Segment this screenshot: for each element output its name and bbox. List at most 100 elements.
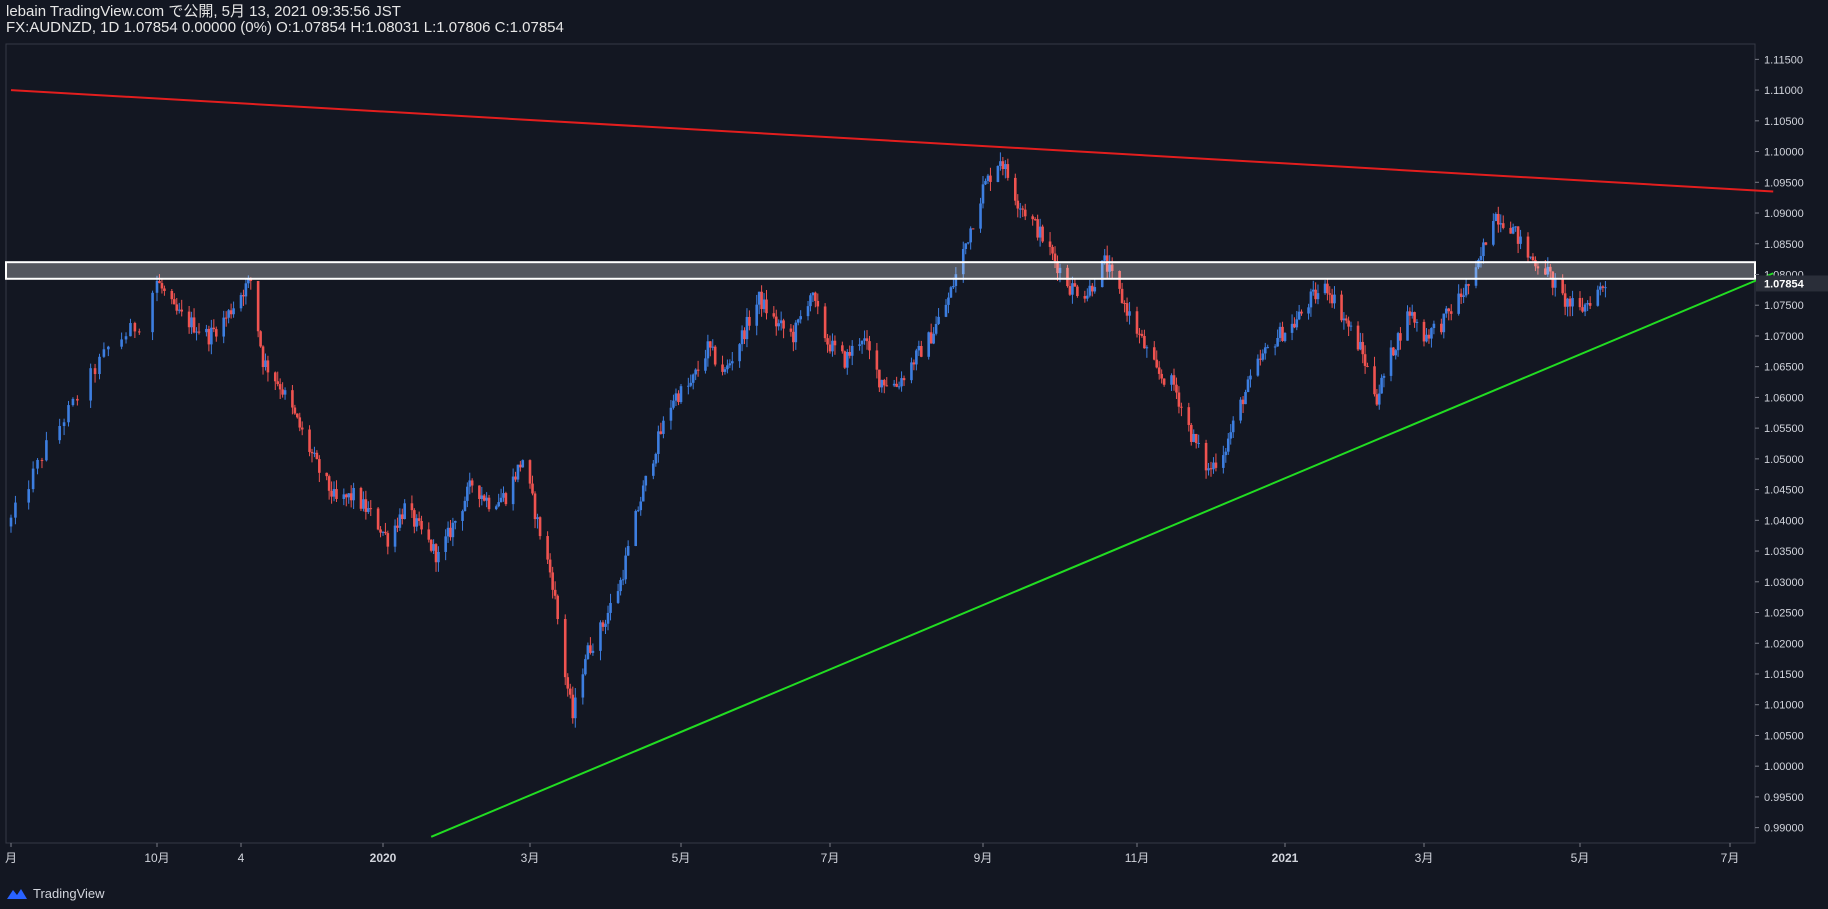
candle-body — [1123, 302, 1126, 304]
candle-body — [1425, 334, 1428, 342]
candle-body — [347, 493, 351, 498]
candle-body — [1311, 289, 1315, 292]
candle-body — [1484, 242, 1488, 245]
candle-body — [563, 619, 567, 678]
candle-body — [214, 329, 218, 337]
candle-body — [1105, 255, 1109, 272]
candle-body — [1023, 209, 1027, 217]
candle-body — [1349, 325, 1353, 327]
candle-body — [1204, 442, 1208, 471]
candle-body — [828, 344, 832, 352]
candle-body — [833, 340, 837, 346]
candle-body — [947, 297, 950, 305]
candle-body — [1509, 227, 1512, 234]
candle-body — [860, 340, 864, 345]
candle-body — [745, 316, 749, 340]
last-price-tag — [1756, 275, 1828, 292]
candle-body — [511, 476, 515, 505]
candle-body — [1088, 285, 1092, 296]
candle-body — [332, 489, 336, 497]
candle-body — [463, 500, 467, 512]
candle-body — [1406, 311, 1409, 341]
candle-body — [1068, 286, 1072, 295]
candle-body — [1001, 161, 1005, 170]
candle-body — [1494, 213, 1498, 221]
candle-body — [850, 345, 854, 356]
x-tick-label: 3月 — [521, 851, 540, 865]
candle-body — [589, 645, 592, 653]
candle-body — [1599, 286, 1602, 290]
candle-body — [809, 295, 812, 307]
y-tick-label: 1.09500 — [1764, 177, 1804, 189]
candle-body — [599, 622, 602, 651]
candle-body — [519, 464, 522, 468]
candle-body — [195, 331, 198, 333]
candle-body — [1531, 256, 1535, 261]
candle-body — [604, 623, 607, 627]
candle-body — [694, 369, 697, 375]
candle-body — [212, 327, 216, 330]
y-tick-label: 1.06000 — [1764, 392, 1804, 404]
candle-body — [691, 374, 695, 383]
candle-body — [261, 346, 265, 368]
candle-body — [327, 476, 331, 491]
y-tick-label: 1.00000 — [1764, 761, 1804, 773]
candle-body — [504, 493, 508, 505]
candle-body — [1449, 311, 1453, 314]
candle-body — [158, 280, 161, 284]
candle-body — [538, 517, 542, 537]
candle-body — [1086, 295, 1089, 299]
candle-body — [291, 390, 294, 408]
candle-body — [606, 612, 610, 624]
candle-body — [1229, 432, 1233, 439]
candle-body — [14, 502, 17, 518]
candle-body — [1544, 268, 1547, 275]
candle-body — [342, 494, 346, 499]
candle-body — [1192, 433, 1196, 442]
candle-body — [1283, 332, 1287, 341]
candle-body — [875, 350, 879, 370]
candle-body — [826, 338, 829, 345]
y-tick-label: 1.10500 — [1764, 116, 1804, 128]
candle-body — [1375, 394, 1379, 405]
candle-body — [1110, 264, 1114, 271]
candle-body — [1427, 334, 1431, 339]
candle-body — [868, 341, 871, 351]
candle-body — [568, 688, 572, 695]
candle-body — [634, 510, 637, 547]
candle-body — [1477, 259, 1480, 268]
candle-body — [224, 317, 228, 319]
candle-body — [726, 365, 729, 370]
candle-body — [1033, 219, 1037, 221]
candle-body — [624, 555, 627, 580]
candle-body — [816, 300, 820, 307]
x-tick-label: 2021 — [1272, 851, 1299, 865]
x-tick-label: 3月 — [1415, 851, 1434, 865]
candle-body — [1172, 375, 1176, 385]
candle-body — [536, 517, 539, 520]
candle-body — [1492, 220, 1495, 245]
candle-body — [1548, 266, 1552, 272]
candle-body — [677, 393, 680, 403]
candle-body — [1377, 393, 1381, 405]
chart-ohlc-legend: FX:AUDNZD, 1D 1.07854 0.00000 (0%) O:1.0… — [6, 19, 564, 36]
candle-body — [369, 508, 373, 510]
candle-body — [359, 487, 363, 509]
tradingview-logo-icon — [7, 889, 27, 899]
candle-body — [674, 393, 678, 401]
candle-body — [9, 517, 13, 527]
candle-body — [1293, 323, 1296, 328]
candle-body — [1392, 347, 1395, 356]
candle-body — [487, 497, 491, 510]
candle-body — [1340, 294, 1343, 321]
y-tick-label: 1.00500 — [1764, 730, 1804, 742]
candle-body — [124, 336, 128, 340]
candle-body — [1563, 293, 1567, 307]
candle-body — [1583, 304, 1587, 312]
candle-body — [654, 453, 658, 464]
candle-body — [480, 495, 484, 499]
candle-body — [704, 358, 707, 371]
candle-body — [1222, 455, 1225, 468]
candle-body — [721, 364, 724, 372]
